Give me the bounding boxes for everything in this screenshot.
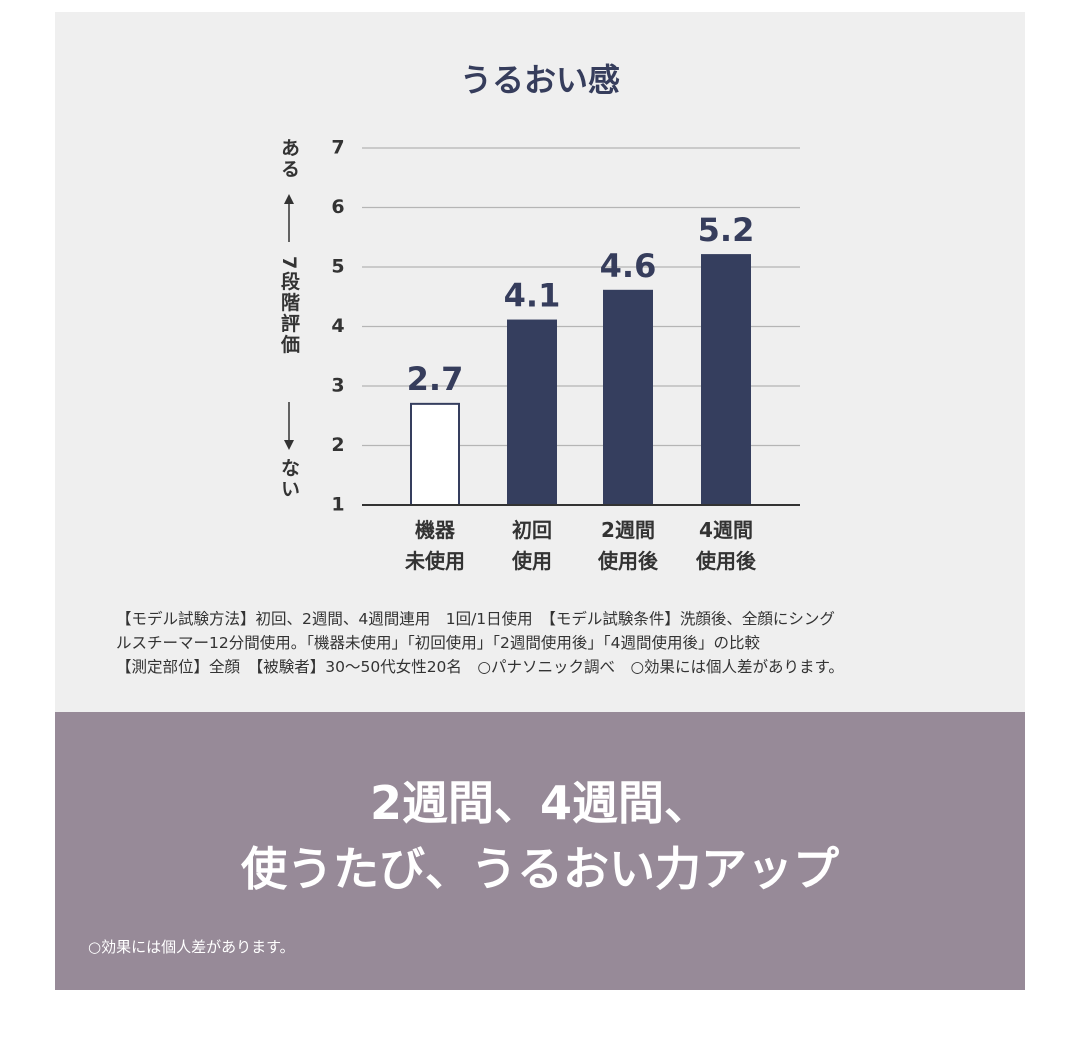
y-label-bottom: ない xyxy=(278,458,300,500)
bar xyxy=(701,254,751,506)
value-label: 4.6 xyxy=(600,247,657,285)
bar xyxy=(507,319,557,506)
y-tick-label: 5 xyxy=(331,256,344,278)
headline-line: 使うたび、うるおい力アップ xyxy=(241,842,839,896)
x-tick-label: 2週間 使用後 xyxy=(598,518,658,573)
x-tick-label: 4週間 使用後 xyxy=(696,518,756,573)
chart-title: うるおい感 xyxy=(459,61,620,99)
note-line: 【測定部位】全顔 【被験者】30〜50代女性20名 ○パナソニック調べ ○効果に… xyxy=(116,658,844,676)
note-line: 【モデル試験方法】初回、2週間、4週間連用 1回/1日使用 【モデル試験条件】洗… xyxy=(116,610,835,628)
axis-arrows xyxy=(284,194,294,450)
bar xyxy=(410,402,460,507)
y-tick-label: 2 xyxy=(331,434,344,456)
y-tick-label: 7 xyxy=(331,137,344,159)
value-label: 4.1 xyxy=(504,277,561,315)
headline-line: 2週間、4週間、 xyxy=(369,776,710,830)
y-label-top: ある xyxy=(278,138,300,180)
y-tick-label: 4 xyxy=(331,315,344,337)
y-tick-label: 6 xyxy=(331,196,344,218)
bar xyxy=(603,289,653,506)
banner-headline: 2週間、4週間、 使うたび、うるおい力アップ xyxy=(55,770,1025,902)
banner-panel xyxy=(55,712,1025,990)
note-line: ルスチーマー12分間使用。「機器未使用」「初回使用」「2週間使用後」「4週間使用… xyxy=(116,634,760,652)
y-tick-label: 3 xyxy=(331,375,344,397)
notes: 【モデル試験方法】初回、2週間、4週間連用 1回/1日使用 【モデル試験条件】洗… xyxy=(116,607,844,679)
value-label: 5.2 xyxy=(698,211,755,249)
x-tick-label: 機器 未使用 xyxy=(405,518,465,573)
x-tick-label: 初回 使用 xyxy=(512,518,552,573)
y-label: 7段階評価 xyxy=(278,256,300,356)
banner-footnote: ○効果には個人差があります。 xyxy=(88,938,295,956)
y-tick-label: 1 xyxy=(331,494,344,516)
value-label: 2.7 xyxy=(407,360,464,398)
